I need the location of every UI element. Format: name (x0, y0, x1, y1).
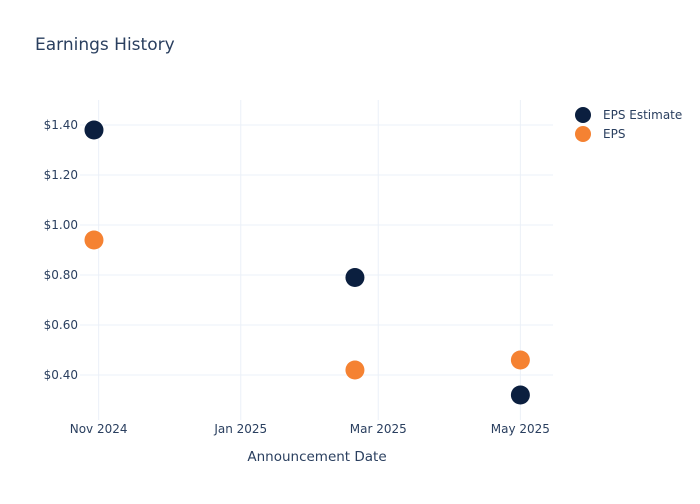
data-point[interactable]: EPS Estimate: 1.38 (84, 120, 104, 140)
y-tick-label: $1.20 (44, 168, 78, 182)
x-axis-title: Announcement Date (247, 449, 386, 465)
x-tick-label: Jan 2025 (213, 422, 267, 436)
data-points: EPS Estimate: 1.38 EPS Estimate: 0.79 EPS … (84, 120, 530, 405)
x-tick-label: May 2025 (491, 422, 550, 436)
chart-title: Earnings History (35, 35, 175, 55)
y-tick-label: $0.40 (44, 368, 78, 382)
y-tick-label: $0.80 (44, 268, 78, 282)
x-tick-label: Mar 2025 (350, 422, 407, 436)
legend-marker (575, 126, 591, 142)
data-point[interactable]: EPS Estimate: 0.32 (510, 385, 530, 405)
data-point[interactable]: EPS: 0.46 (510, 350, 530, 370)
data-point[interactable]: EPS Estimate: 0.79 (345, 268, 365, 287)
y-axis-ticks: $0.40 $0.60 $0.80 $1.00 $1.20 $1.40 (44, 118, 78, 382)
legend-label: EPS (603, 127, 625, 141)
x-axis-ticks: Nov 2024 Jan 2025 Mar 2025 May 2025 (70, 422, 550, 436)
x-tick-label: Nov 2024 (70, 422, 128, 436)
legend-marker (575, 107, 591, 123)
y-tick-label: $0.60 (44, 318, 78, 332)
y-tick-label: $1.00 (44, 218, 78, 232)
legend[interactable]: EPS Estimate EPS (575, 107, 682, 142)
y-tick-label: $1.40 (44, 118, 78, 132)
data-point[interactable]: EPS: 0.42 (345, 360, 365, 380)
data-point[interactable]: EPS: 0.94 (84, 230, 104, 250)
legend-label: EPS Estimate (603, 108, 682, 122)
